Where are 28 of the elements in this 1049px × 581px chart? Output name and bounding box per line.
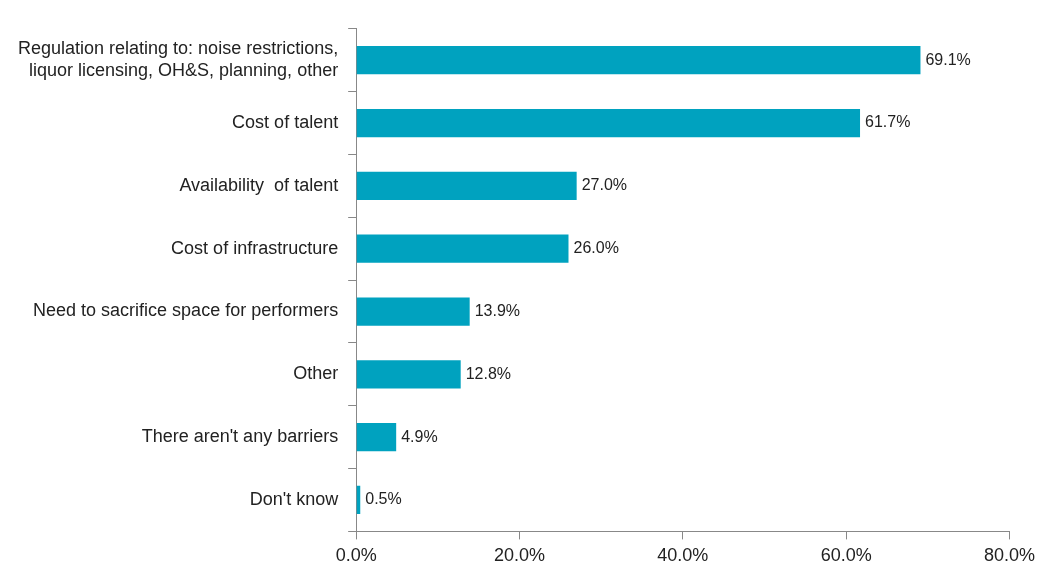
y-tick-label: Don't know [249, 488, 340, 509]
data-label: 13.9% [474, 301, 521, 319]
y-tick-label: Need to sacrifice space for performers [33, 300, 339, 321]
data-label: 27.0% [581, 176, 628, 194]
bar [356, 297, 470, 326]
bar [356, 171, 577, 200]
data-label: 4.9% [401, 427, 438, 445]
y-tick-label: Other [293, 363, 339, 384]
y-tick-label: Availability of talent [179, 174, 339, 195]
x-tick-label: 80.0% [983, 545, 1035, 566]
y-tick-label: Regulation relating to: noise restrictions, liquor licensing, OH&S, planning, other [18, 38, 339, 80]
data-label: 61.7% [865, 113, 911, 131]
y-tick-label: Cost of infrastructure [171, 237, 339, 258]
x-tick-label: 60.0% [820, 545, 872, 566]
data-label: 26.0% [573, 239, 619, 257]
x-tick-label: 40.0% [657, 545, 709, 566]
x-tick-label: 0.0% [335, 545, 377, 566]
x-tick-label: 20.0% [493, 545, 546, 566]
y-tick-label: There aren't any barriers [141, 426, 339, 447]
data-label: 69.1% [925, 50, 971, 68]
data-label: 12.8% [465, 364, 512, 382]
bar [356, 46, 921, 75]
bar [356, 360, 461, 389]
y-tick-label: Cost of talent [232, 112, 339, 133]
bar [356, 423, 397, 452]
data-label: 0.5% [365, 490, 402, 508]
bar [356, 234, 569, 263]
bar [356, 108, 861, 138]
